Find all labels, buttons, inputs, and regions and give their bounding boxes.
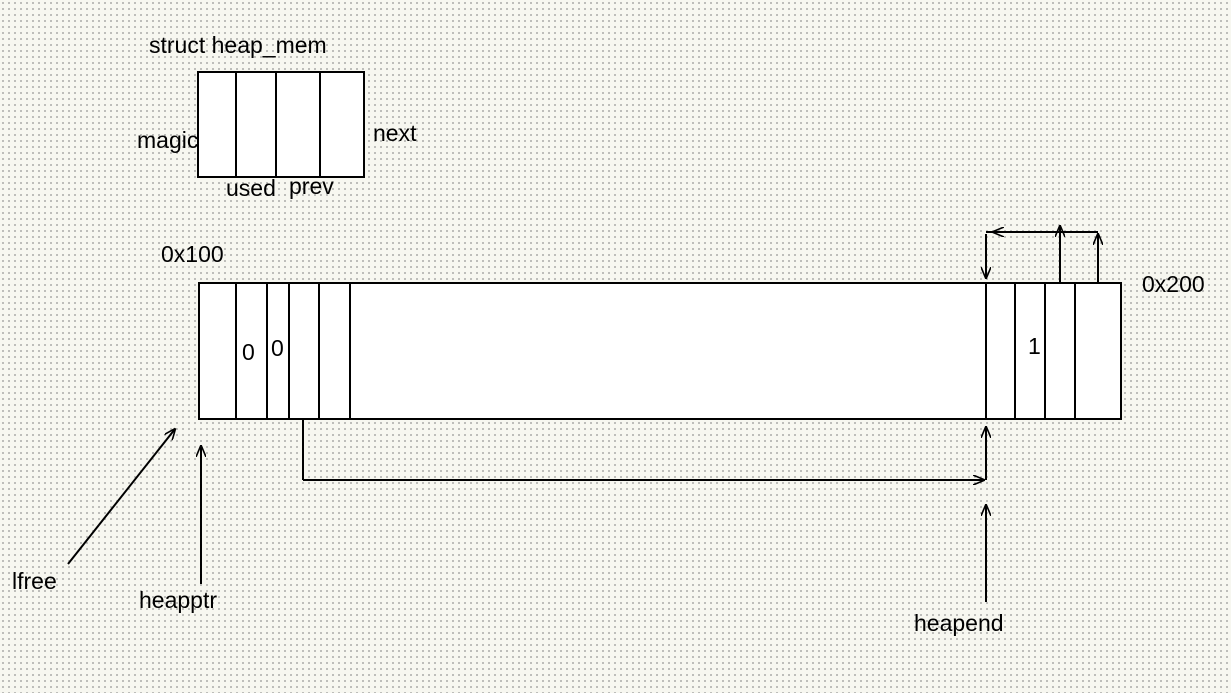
struct-field-prev: prev bbox=[289, 173, 334, 199]
pointer-lfree-label: lfree bbox=[12, 568, 57, 594]
first-block-prev-value: 0 bbox=[271, 335, 284, 361]
first-block-used-value: 0 bbox=[242, 339, 255, 365]
pointer-heapptr-label: heapptr bbox=[139, 587, 217, 613]
end-block-self-pointers bbox=[986, 226, 1098, 283]
pointer-heapend-label: heapend bbox=[914, 610, 1004, 636]
heap-end-address: 0x200 bbox=[1142, 271, 1205, 297]
struct-field-used: used bbox=[226, 175, 276, 201]
lfree-arrow bbox=[67, 429, 175, 565]
struct-box bbox=[197, 71, 365, 178]
struct-field-next: next bbox=[373, 120, 417, 146]
heap-memory-strip bbox=[198, 282, 1122, 420]
heap-start-address: 0x100 bbox=[161, 241, 224, 267]
struct-title: struct heap_mem bbox=[149, 32, 327, 58]
struct-field-magic: magic bbox=[137, 127, 198, 153]
end-block-used-value: 1 bbox=[1028, 333, 1041, 359]
first-block-next-pointer bbox=[302, 419, 986, 480]
heap-outline bbox=[198, 282, 1122, 420]
struct-outline bbox=[197, 71, 365, 178]
